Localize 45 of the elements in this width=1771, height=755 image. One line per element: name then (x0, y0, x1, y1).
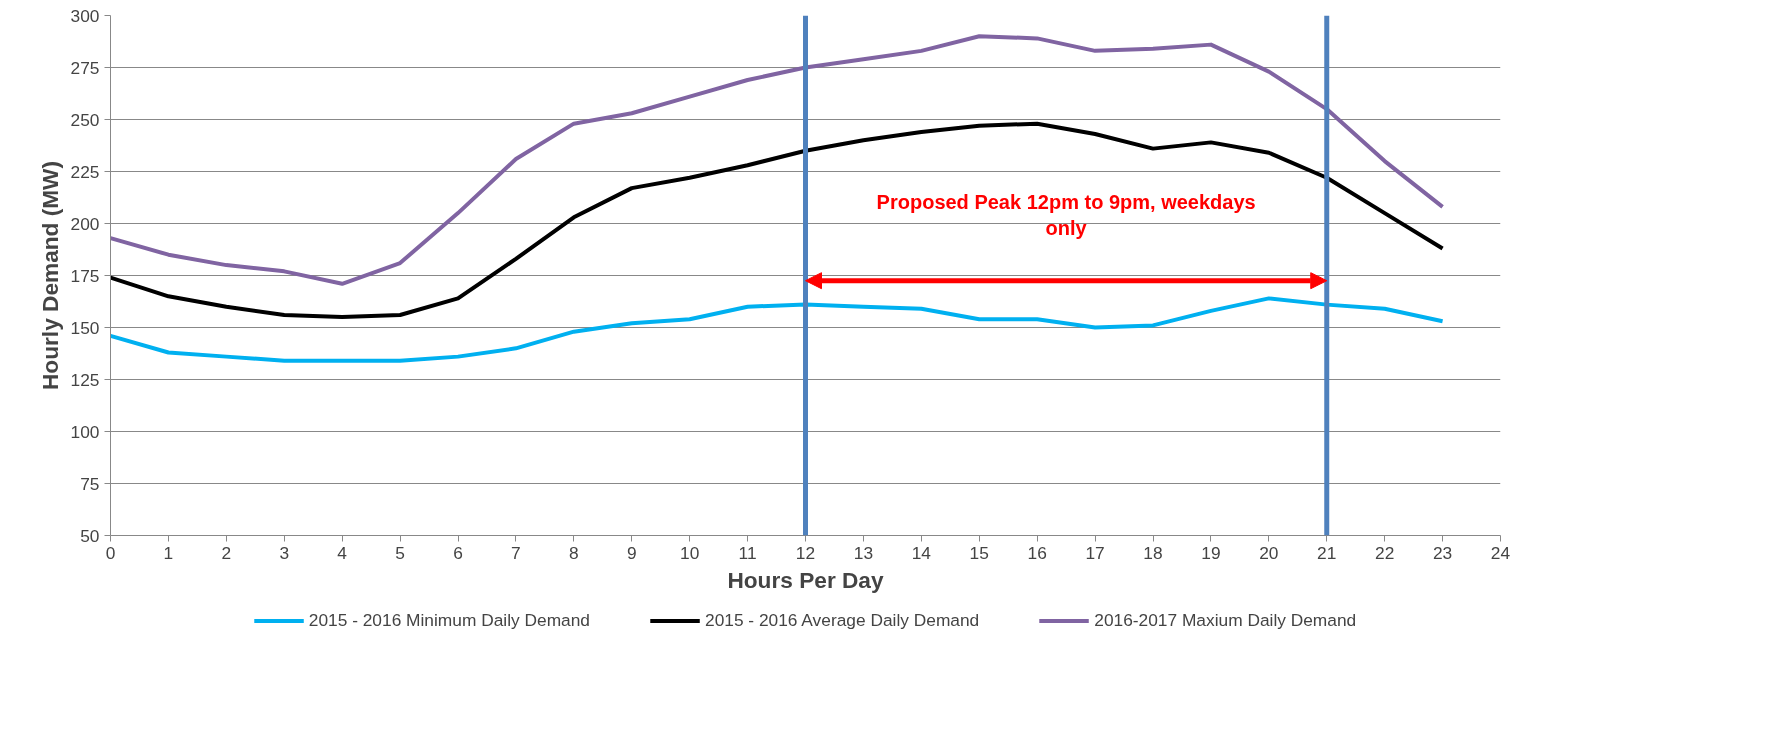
line-series (110, 34, 1445, 286)
y-tick-label: 150 (70, 317, 100, 338)
x-tick-label: 16 (1027, 542, 1047, 563)
x-tick-label: 23 (1432, 542, 1453, 563)
x-tick-label: 4 (337, 542, 348, 563)
annotation: Proposed Peak 12pm to 9pm, weekdays only (876, 190, 1256, 239)
y-tick-label: 50 (80, 525, 100, 546)
x-tick-label: 8 (569, 542, 579, 563)
x-tick-label: 2 (221, 542, 232, 563)
x-tick-label: 11 (738, 542, 757, 563)
x-tick-label: 7 (511, 542, 521, 563)
x-tick-label: 14 (911, 542, 932, 563)
y-tick-label: 275 (70, 57, 100, 78)
x-tick-label: 24 (1490, 542, 1511, 563)
x-tick-label: 21 (1317, 542, 1337, 563)
legend-label: 2015 - 2016 Average Daily Demand (705, 609, 980, 631)
y-tick-label: 300 (70, 5, 100, 26)
x-tick-label: 18 (1143, 542, 1163, 563)
x-tick-label: 0 (105, 542, 116, 563)
x-tick-label: 1 (163, 542, 174, 563)
y-tick-label: 250 (70, 109, 100, 130)
x-tick-label: 15 (969, 542, 989, 563)
x-tick-label: 13 (853, 542, 874, 563)
x-tick-label: 9 (626, 542, 637, 563)
x-tick-label: 5 (395, 542, 405, 563)
legend-label: 2015 - 2016 Minimum Daily Demand (308, 609, 591, 631)
x-tick-label: 17 (1085, 542, 1105, 563)
x-tick-label: 20 (1259, 542, 1279, 563)
x-axis-title: Hours Per Day (727, 566, 884, 593)
x-tick-label: 12 (795, 542, 816, 563)
y-tick-label: 175 (70, 265, 100, 286)
x-tick-label: 10 (680, 542, 700, 563)
x-tick-label: 22 (1375, 542, 1395, 563)
legend-label: 2016-2017 Maxium Daily Demand (1094, 609, 1357, 631)
y-tick-label: 225 (70, 161, 100, 182)
line-series (110, 296, 1445, 363)
y-tick-label: 75 (80, 473, 100, 494)
y-tick-label: 100 (70, 421, 100, 442)
y-tick-label: 200 (70, 213, 100, 234)
x-tick-label: 6 (453, 542, 463, 563)
y-tick-label: 125 (70, 369, 100, 390)
x-tick-label: 3 (279, 542, 290, 563)
y-axis-title: Hourly Demand (MW) (36, 160, 63, 391)
x-tick-label: 19 (1201, 542, 1221, 563)
line-series (110, 121, 1445, 320)
